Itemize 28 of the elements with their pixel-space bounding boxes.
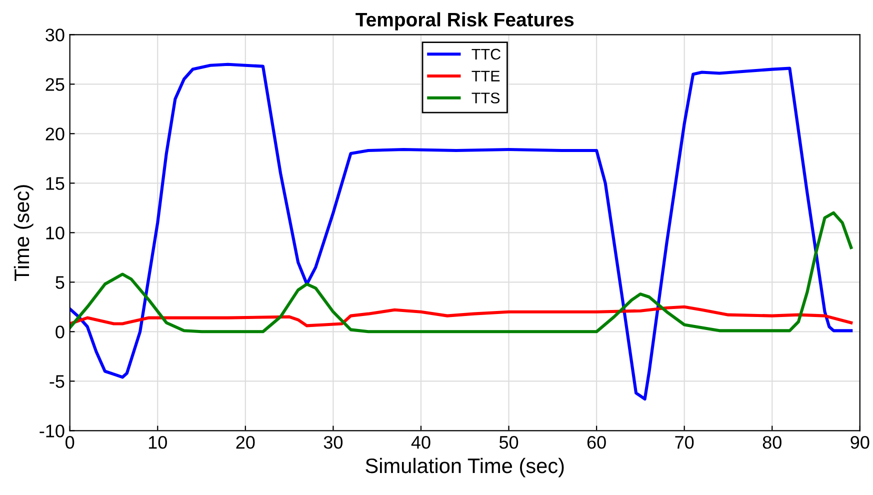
x-tick-label: 80 [762,436,782,449]
x-tick-label: 90 [850,436,870,449]
legend-label: TTE [472,70,500,82]
x-tick-label: 60 [587,436,606,449]
x-tick-label: 10 [148,436,167,449]
x-tick-label: 20 [236,436,255,449]
y-tick-label: 30 [46,28,64,42]
line-series [70,305,853,328]
y-tick-label: 15 [46,177,64,190]
y-tick-label: 10 [46,226,64,240]
legend-label: TTS [472,92,500,104]
y-tick-label: 0 [56,326,64,338]
x-tick-label: 0 [66,436,74,449]
x-tick-label: 30 [324,436,343,449]
chart-title: Temporal Risk Features [356,12,574,30]
y-tick-label: 20 [46,128,64,140]
line-series [70,62,853,400]
y-tick-label: -5 [50,375,64,388]
y-tick-label: 25 [46,78,64,91]
x-tick-label: 70 [675,436,694,449]
y-tick-label: -10 [40,424,64,438]
legend-label: TTC [472,48,501,60]
line-series [70,211,853,334]
x-tick-label: 50 [499,436,518,449]
y-axis-title: Time (sec) [14,185,34,281]
x-tick-label: 40 [411,436,430,449]
y-tick-label: 5 [56,276,64,289]
x-axis-title: Simulation Time (sec) [366,458,564,478]
